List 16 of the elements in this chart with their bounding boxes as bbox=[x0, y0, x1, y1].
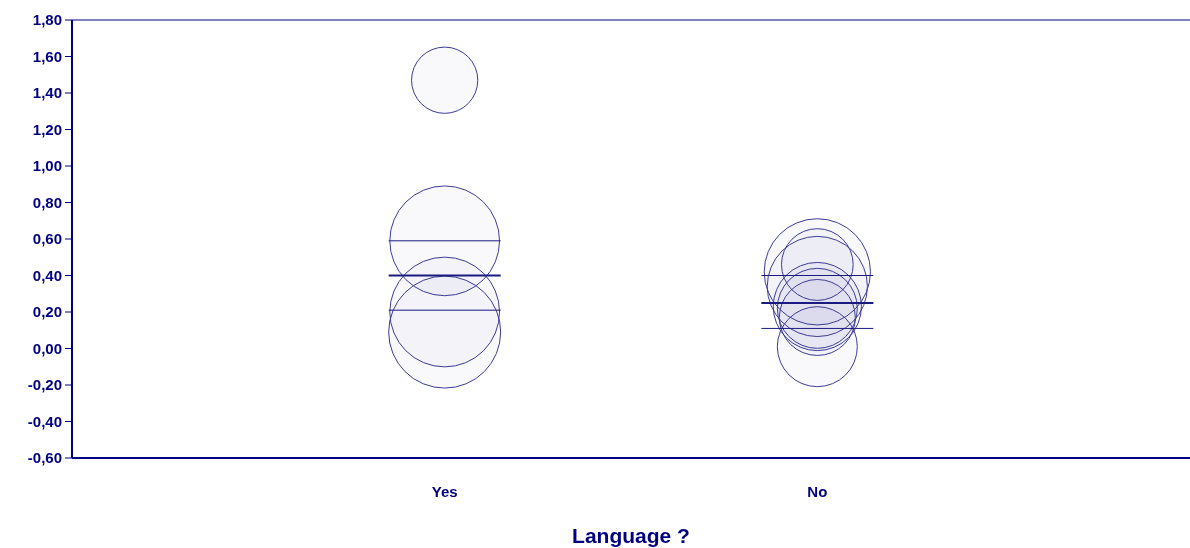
y-tick-label: -0,40 bbox=[27, 412, 62, 430]
y-tick-label: 0,80 bbox=[32, 193, 62, 211]
y-tick-label: 0,20 bbox=[32, 303, 62, 321]
y-tick-label: 1,20 bbox=[32, 120, 62, 138]
y-tick-label: 1,80 bbox=[32, 11, 62, 29]
y-tick-label: 1,60 bbox=[32, 47, 62, 65]
x-axis-title: Language ? bbox=[572, 524, 690, 547]
x-tick-label: Yes bbox=[431, 483, 458, 500]
y-tick-label: 1,40 bbox=[32, 84, 62, 102]
y-tick-label: 0,40 bbox=[32, 266, 62, 284]
y-tick-label: 0,60 bbox=[32, 230, 62, 248]
y-tick-label: -0,20 bbox=[27, 376, 62, 394]
y-tick-label: 1,00 bbox=[32, 157, 62, 175]
x-tick-label: No bbox=[807, 483, 828, 500]
y-tick-label: -0,60 bbox=[27, 449, 62, 467]
y-tick-label: 0,00 bbox=[32, 339, 62, 357]
